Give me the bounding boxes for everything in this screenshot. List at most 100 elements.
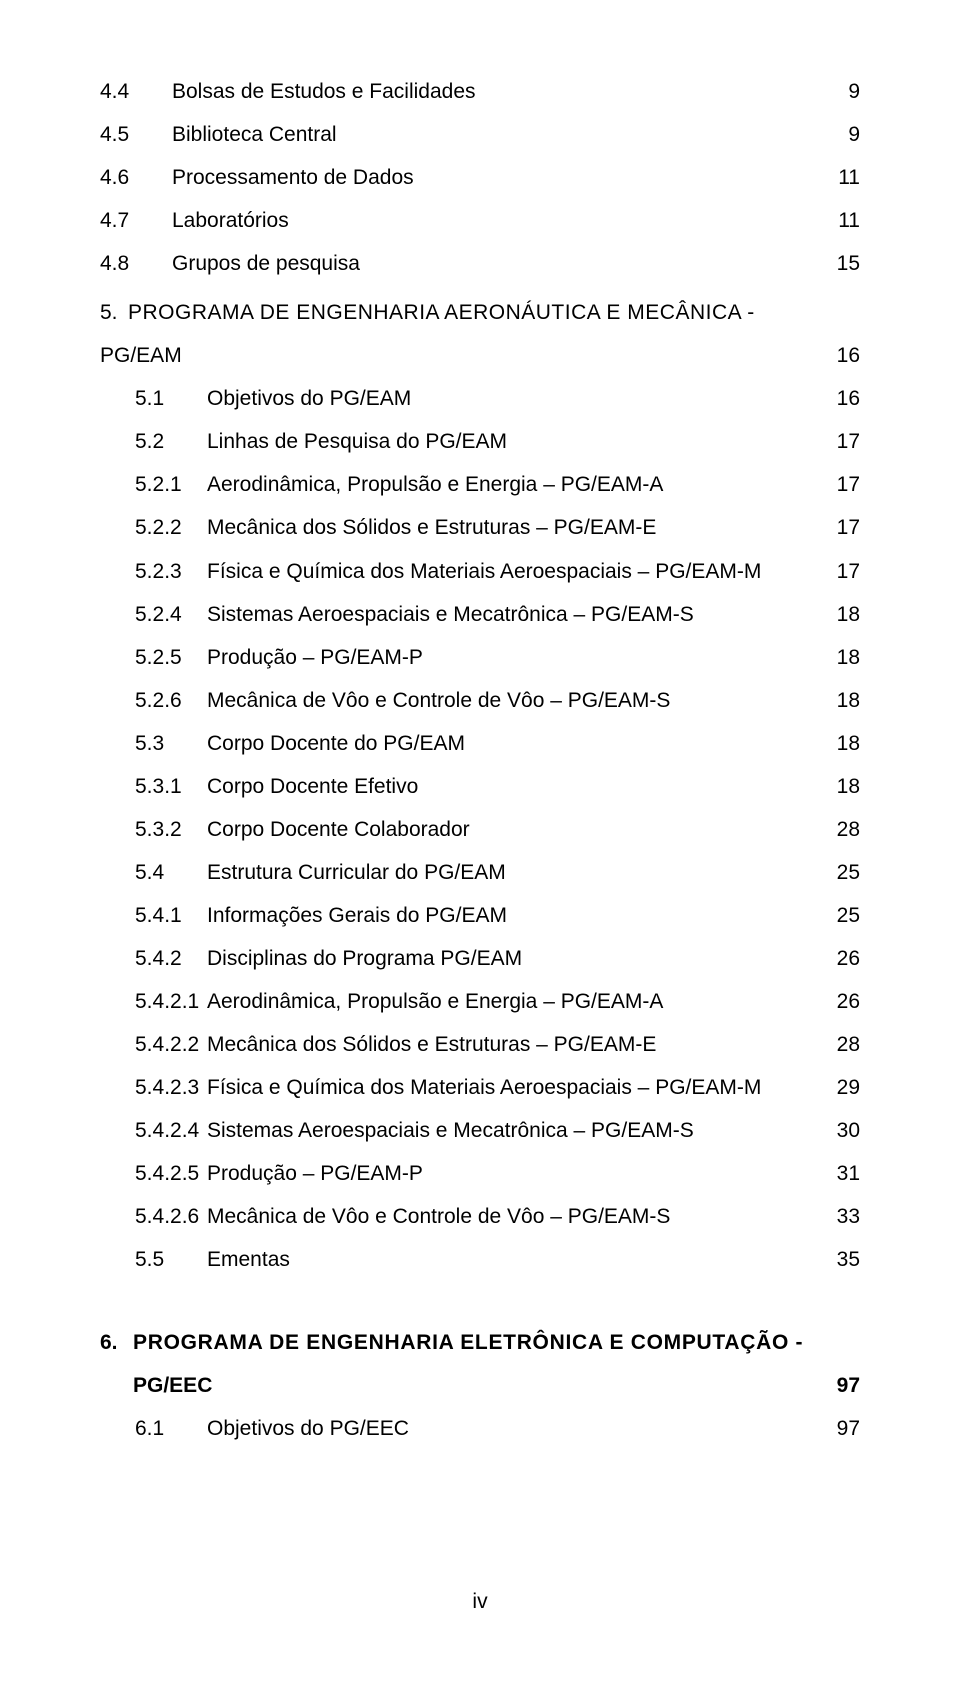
toc-page: 18 [820,765,860,808]
toc-page: 17 [820,550,860,593]
toc-page: 11 [820,199,860,242]
toc-title: Laboratórios [172,199,820,242]
toc-num: 5.4.2 [135,937,207,980]
toc-num: 5.1 [135,377,207,420]
toc-num: 5.3.1 [135,765,207,808]
toc-num: 5.2.1 [135,463,207,506]
toc-row: 5.3.1 Corpo Docente Efetivo 18 [135,765,860,808]
toc-row: 4.8 Grupos de pesquisa 15 [100,242,860,285]
toc-title: Mecânica de Vôo e Controle de Vôo – PG/E… [207,679,820,722]
toc-title: Processamento de Dados [172,156,820,199]
toc-title: PROGRAMA DE ENGENHARIA ELETRÔNICA E COMP… [133,1321,860,1364]
toc-row: 5. PROGRAMA DE ENGENHARIA AERONÁUTICA E … [100,291,860,334]
toc-page: 18 [820,722,860,765]
toc-num: 4.6 [100,156,172,199]
toc-num: 5.2.4 [135,593,207,636]
toc-row: 5.1 Objetivos do PG/EAM 16 [135,377,860,420]
page-number: iv [100,1580,860,1623]
toc-page: 17 [820,506,860,549]
toc-title: Sistemas Aeroespaciais e Mecatrônica – P… [207,593,820,636]
toc-num: 6. [100,1321,133,1364]
toc-title: Informações Gerais do PG/EAM [207,894,820,937]
toc-row: 5.2 Linhas de Pesquisa do PG/EAM 17 [135,420,860,463]
toc-block-6: 6.1 Objetivos do PG/EEC 97 [100,1407,860,1450]
toc-num: 5.2.5 [135,636,207,679]
toc-row: 5.3 Corpo Docente do PG/EAM 18 [135,722,860,765]
toc-title: Mecânica dos Sólidos e Estruturas – PG/E… [207,1023,820,1066]
toc-title: Física e Química dos Materiais Aeroespac… [207,1066,820,1109]
toc-title: Estrutura Curricular do PG/EAM [207,851,820,894]
toc-title: PG/EEC [133,1364,820,1407]
toc-num: 5.2.6 [135,679,207,722]
toc-row: 4.6 Processamento de Dados 11 [100,156,860,199]
toc-row: 5.2.5 Produção – PG/EAM-P 18 [135,636,860,679]
toc-title: Física e Química dos Materiais Aeroespac… [207,550,820,593]
toc-page: 26 [820,937,860,980]
toc-row: 5.2.2 Mecânica dos Sólidos e Estruturas … [135,506,860,549]
toc-title: Corpo Docente do PG/EAM [207,722,820,765]
toc-num: 5.3.2 [135,808,207,851]
toc-num: 5.4.2.6 [135,1195,207,1238]
toc-num: 5.4.1 [135,894,207,937]
toc-row: PG/EAM 16 [100,334,860,377]
toc-page: 29 [820,1066,860,1109]
toc-num: 4.5 [100,113,172,156]
toc-num: 5.4.2.2 [135,1023,207,1066]
toc-title: PROGRAMA DE ENGENHARIA AERONÁUTICA E MEC… [128,291,860,334]
toc-row: 5.4.2.6 Mecânica de Vôo e Controle de Vô… [135,1195,860,1238]
toc-row: 6. PROGRAMA DE ENGENHARIA ELETRÔNICA E C… [100,1321,860,1364]
toc-row: 4.4 Bolsas de Estudos e Facilidades 9 [100,70,860,113]
toc-page: 9 [820,113,860,156]
toc-page: 97 [820,1364,860,1407]
toc-row: 6.1 Objetivos do PG/EEC 97 [135,1407,860,1450]
toc-title: Produção – PG/EAM-P [207,1152,820,1195]
toc-row: 5.5 Ementas 35 [135,1238,860,1281]
toc-title: Aerodinâmica, Propulsão e Energia – PG/E… [207,463,820,506]
toc-block-5: 5.1 Objetivos do PG/EAM 16 5.2 Linhas de… [100,377,860,1281]
toc-row: 5.4.2.4 Sistemas Aeroespaciais e Mecatrô… [135,1109,860,1152]
toc-row: 5.4.1 Informações Gerais do PG/EAM 25 [135,894,860,937]
toc-num: 5.2.3 [135,550,207,593]
toc-page: 25 [820,851,860,894]
toc-page: 11 [820,156,860,199]
toc-block-4: 4.4 Bolsas de Estudos e Facilidades 9 4.… [100,70,860,285]
section6-heading: 6. PROGRAMA DE ENGENHARIA ELETRÔNICA E C… [100,1321,860,1407]
toc-page: 9 [820,70,860,113]
toc-num: 5.4 [135,851,207,894]
toc-title: PG/EAM [100,334,820,377]
toc-page: 18 [820,636,860,679]
toc-title: Objetivos do PG/EAM [207,377,820,420]
toc-row: 5.4.2 Disciplinas do Programa PG/EAM 26 [135,937,860,980]
toc-page: 18 [820,679,860,722]
toc-row: 4.7 Laboratórios 11 [100,199,860,242]
toc-title: Biblioteca Central [172,113,820,156]
toc-row: 5.4.2.3 Física e Química dos Materiais A… [135,1066,860,1109]
toc-title: Produção – PG/EAM-P [207,636,820,679]
toc-page: 30 [820,1109,860,1152]
toc-page: 15 [820,242,860,285]
toc-page: 31 [820,1152,860,1195]
toc-row: 5.2.1 Aerodinâmica, Propulsão e Energia … [135,463,860,506]
toc-row: 5.2.6 Mecânica de Vôo e Controle de Vôo … [135,679,860,722]
toc-page: 17 [820,463,860,506]
toc-num: 5. [100,291,128,334]
toc-title: Mecânica dos Sólidos e Estruturas – PG/E… [207,506,820,549]
toc-num: 4.8 [100,242,172,285]
toc-title: Corpo Docente Colaborador [207,808,820,851]
toc-page: 28 [820,1023,860,1066]
toc-page: 18 [820,593,860,636]
toc-page: 25 [820,894,860,937]
toc-page: 16 [820,334,860,377]
toc-title: Mecânica de Vôo e Controle de Vôo – PG/E… [207,1195,820,1238]
toc-row: 5.4.2.5 Produção – PG/EAM-P 31 [135,1152,860,1195]
toc-row: 4.5 Biblioteca Central 9 [100,113,860,156]
toc-title: Ementas [207,1238,820,1281]
toc-num: 5.4.2.3 [135,1066,207,1109]
toc-row: 5.4.2.2 Mecânica dos Sólidos e Estrutura… [135,1023,860,1066]
toc-num: 4.7 [100,199,172,242]
toc-page: 35 [820,1238,860,1281]
toc-title: Grupos de pesquisa [172,242,820,285]
toc-num: 4.4 [100,70,172,113]
toc-row: 5.4 Estrutura Curricular do PG/EAM 25 [135,851,860,894]
toc-num: 5.4.2.5 [135,1152,207,1195]
